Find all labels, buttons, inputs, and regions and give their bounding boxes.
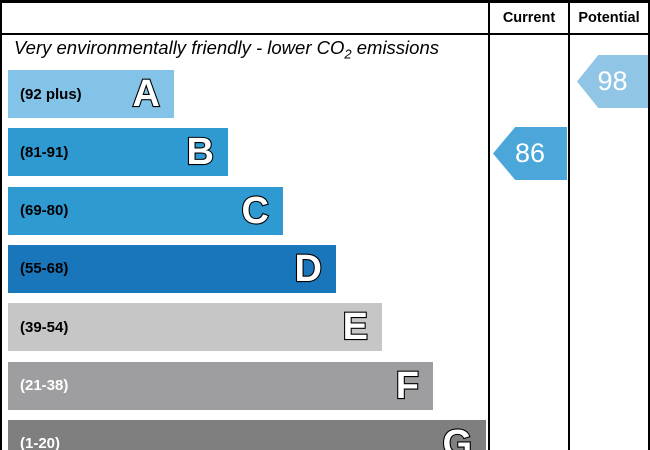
- band-letter: D: [293, 247, 323, 291]
- right-border: [648, 0, 650, 450]
- band-letter: F: [395, 364, 420, 408]
- chart-title-text: Very environmentally friendly - lower CO: [14, 37, 345, 58]
- band-letter: G: [441, 422, 473, 450]
- left-border: [0, 0, 2, 450]
- band-range-label: (81-91): [20, 143, 69, 161]
- potential-rating-arrow: 98: [577, 55, 648, 108]
- chart-title-subscript: 2: [344, 46, 352, 62]
- header-divider: [0, 33, 650, 35]
- band-range-label: (39-54): [20, 318, 69, 336]
- top-border: [0, 0, 650, 3]
- band-letter: E: [342, 305, 370, 349]
- current-rating-value: 86: [514, 138, 546, 168]
- chart-title: Very environmentally friendly - lower CO…: [14, 37, 486, 62]
- current-column-divider: [488, 0, 490, 450]
- epc-band-b: (81-91) B: [8, 128, 228, 177]
- band-range-label: (55-68): [20, 260, 69, 278]
- epc-band-d: (55-68) D: [8, 244, 336, 293]
- band-range-label: (92 plus): [20, 85, 82, 103]
- current-column-header: Current: [502, 10, 556, 26]
- epc-band-e: (39-54) E: [8, 303, 382, 352]
- band-letter: C: [240, 189, 270, 233]
- epc-band-f: (21-38) F: [8, 361, 433, 410]
- epc-band-a: (92 plus) A: [8, 70, 174, 118]
- band-range-label: (21-38): [20, 377, 69, 395]
- potential-column-header: Potential: [578, 10, 640, 26]
- band-range-label: (1-20): [20, 435, 61, 450]
- current-rating-arrow: 86: [493, 127, 567, 180]
- epc-band-g: (1-20) G: [8, 419, 486, 450]
- potential-rating-value: 98: [597, 66, 628, 96]
- chart-title-suffix: emissions: [351, 37, 439, 58]
- potential-column-divider: [568, 0, 570, 450]
- band-letter: A: [131, 72, 161, 116]
- band-letter: B: [185, 130, 215, 174]
- epc-band-c: (69-80) C: [8, 186, 283, 235]
- band-range-label: (69-80): [20, 202, 69, 220]
